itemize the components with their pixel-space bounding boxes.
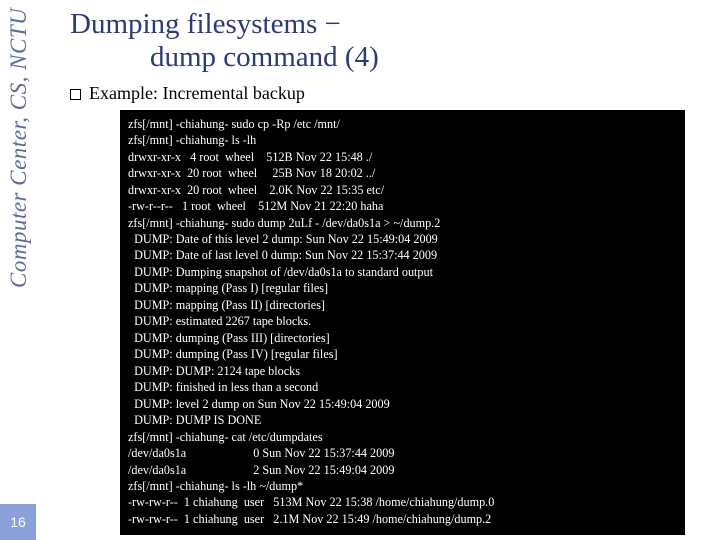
- main-content: Dumping filesystems − dump command (4) E…: [70, 8, 712, 535]
- sidebar-label: Computer Center, CS, NCTU: [6, 8, 32, 438]
- subtitle-row: Example: Incremental backup: [70, 83, 712, 104]
- bullet-icon: [70, 89, 81, 100]
- title-line-1: Dumping filesystems −: [70, 8, 712, 41]
- terminal-block: zfs[/mnt] -chiahung- sudo cp -Rp /etc /m…: [120, 110, 685, 536]
- subtitle-text: Example: Incremental backup: [89, 83, 305, 103]
- title-line-2: dump command (4): [70, 41, 712, 74]
- page-number-badge: 16: [0, 504, 36, 540]
- slide-title: Dumping filesystems − dump command (4): [70, 8, 712, 75]
